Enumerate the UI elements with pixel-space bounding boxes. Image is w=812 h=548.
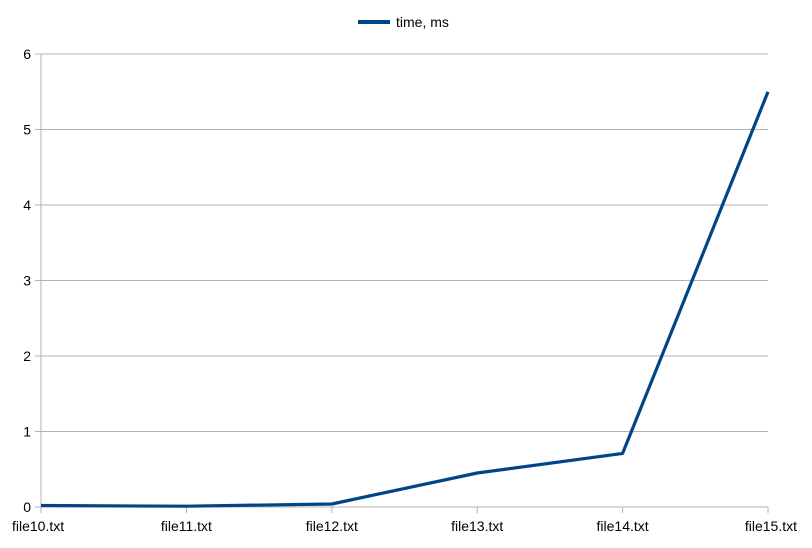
x-tick-label-3: file13.txt (451, 518, 503, 534)
y-tick-label-4: 4 (23, 197, 31, 213)
x-tick-label-4: file14.txt (597, 518, 649, 534)
legend-label-time-ms: time, ms (396, 14, 449, 30)
y-tick-labels: 0 1 2 3 4 5 6 (23, 46, 31, 515)
axes (35, 53, 769, 513)
y-tick-label-2: 2 (23, 348, 31, 364)
y-tick-label-1: 1 (23, 424, 31, 440)
y-tick-label-6: 6 (23, 46, 31, 62)
series-line-0 (40, 91, 770, 508)
series-lines (40, 91, 770, 508)
y-tick-label-0: 0 (23, 499, 31, 515)
x-tick-labels: file10.txt file11.txt file12.txt file13.txt… (12, 518, 797, 534)
x-tick-label-2: file12.txt (306, 518, 358, 534)
legend: time, ms (358, 14, 449, 30)
grid-lines (41, 53, 768, 432)
x-tick-label-5: file15.txt (745, 518, 797, 534)
x-tick-label-1: file11.txt (161, 518, 212, 534)
y-tick-label-5: 5 (23, 122, 31, 138)
y-tick-label-3: 3 (23, 273, 31, 289)
x-tick-label-0: file10.txt (12, 518, 64, 534)
